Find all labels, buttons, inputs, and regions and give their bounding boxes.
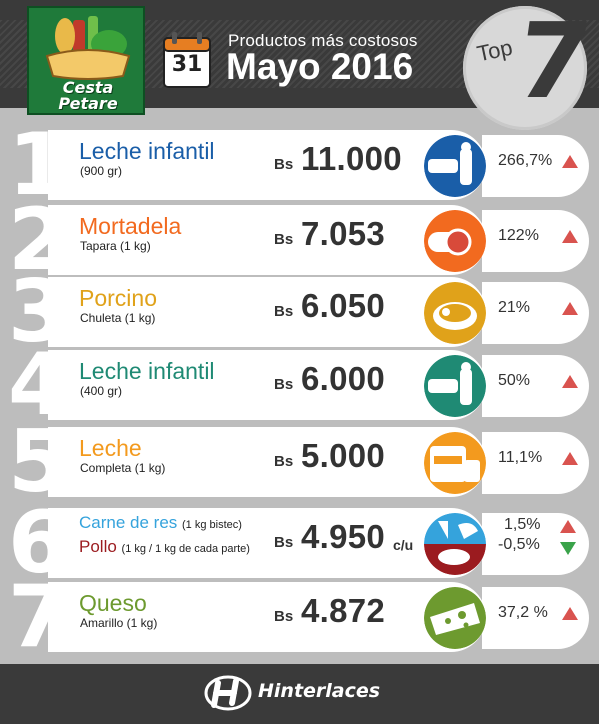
change-percent: 37,2 % xyxy=(498,604,548,621)
product-name: Mortadela xyxy=(79,213,182,239)
change-percent: 21% xyxy=(498,299,531,316)
milk-icon xyxy=(424,432,486,494)
price-value: 4.950 xyxy=(301,518,386,555)
currency-label: Bs xyxy=(274,608,294,625)
footer-brand: Hinterlaces xyxy=(258,680,381,702)
product-name: Leche infantil xyxy=(79,138,215,164)
ranking-row: 7 Queso Amarillo (1 kg) Bs 4.872 37,2 % xyxy=(0,572,599,662)
trend-up-icon xyxy=(562,302,578,315)
change-percent-secondary: -0,5% xyxy=(498,536,540,553)
change-percent: 11,1% xyxy=(498,449,543,466)
product-description: Amarillo (1 kg) xyxy=(80,616,158,630)
trend-up-icon xyxy=(560,520,576,533)
product-card xyxy=(48,427,486,497)
currency-label: Bs xyxy=(274,156,294,173)
product-name: Carne de res (1 kg bistec) xyxy=(79,513,242,532)
top7-badge: Top 7 xyxy=(463,0,598,130)
hinterlaces-logo-icon xyxy=(204,675,252,711)
ranking-row: 3 Porcino Chuleta (1 kg) Bs 6.050 21% xyxy=(0,267,599,357)
product-description: Tapara (1 kg) xyxy=(80,239,151,253)
logo-text-line2: Petare xyxy=(58,94,118,113)
top7-label: Top xyxy=(474,34,515,67)
product-description: Completa (1 kg) xyxy=(80,461,166,475)
trend-up-icon xyxy=(562,230,578,243)
trend-down-icon xyxy=(560,542,576,555)
change-percent: 50% xyxy=(498,372,531,389)
change-percent: 1,5% xyxy=(504,516,541,533)
price-unit: c/u xyxy=(393,537,414,553)
logo-text-line1: Cesta xyxy=(62,78,114,97)
baby-formula-icon xyxy=(424,135,486,197)
product-card xyxy=(48,130,486,200)
currency-label: Bs xyxy=(274,231,294,248)
ranking-row: 2 Mortadela Tapara (1 kg) Bs 7.053 122% xyxy=(0,195,599,285)
trend-up-icon xyxy=(562,607,578,620)
pork-chop-icon xyxy=(424,282,486,344)
product-card xyxy=(48,350,486,420)
header-title: Mayo 2016 xyxy=(226,46,414,87)
currency-label: Bs xyxy=(274,453,294,470)
meat-chicken-icon xyxy=(424,513,486,575)
trend-up-icon xyxy=(562,155,578,168)
currency-label: Bs xyxy=(274,534,294,551)
ranking-row: 1 Leche infantil (900 gr) Bs 11.000 266,7% xyxy=(0,120,599,210)
currency-label: Bs xyxy=(274,376,294,393)
price-value: 7.053 xyxy=(301,215,386,252)
product-name-secondary: Pollo (1 kg / 1 kg de cada parte) xyxy=(79,537,250,556)
calendar-day: 31 xyxy=(171,52,203,77)
product-description: (400 gr) xyxy=(80,384,123,398)
mortadella-icon xyxy=(424,210,486,272)
product-card xyxy=(48,205,486,275)
product-card xyxy=(48,582,486,652)
price-value: 5.000 xyxy=(301,437,386,474)
product-name: Leche xyxy=(79,435,142,461)
currency-label: Bs xyxy=(274,303,294,320)
product-note-secondary: (1 kg / 1 kg de cada parte) xyxy=(121,543,250,555)
product-note: (1 kg bistec) xyxy=(182,519,242,531)
price-value: 4.872 xyxy=(301,592,386,629)
ranking-row: 5 Leche Completa (1 kg) Bs 5.000 11,1% xyxy=(0,417,599,507)
product-name: Queso xyxy=(79,590,147,616)
basket-icon xyxy=(45,16,131,80)
product-name: Leche infantil xyxy=(79,358,215,384)
price-value: 6.050 xyxy=(301,287,386,324)
product-description: Chuleta (1 kg) xyxy=(80,311,156,325)
product-description: (900 gr) xyxy=(80,164,123,178)
trend-up-icon xyxy=(562,452,578,465)
product-card xyxy=(48,508,486,578)
header-subtitle: Productos más costosos xyxy=(228,31,418,50)
trend-up-icon xyxy=(562,375,578,388)
ranking-row: 4 Leche infantil (400 gr) Bs 6.000 50% xyxy=(0,340,599,430)
product-card xyxy=(48,277,486,347)
cesta-petare-logo: Cesta Petare xyxy=(27,6,145,115)
footer: Hinterlaces xyxy=(0,664,599,724)
baby-formula-icon xyxy=(424,355,486,417)
change-percent: 122% xyxy=(498,227,539,244)
price-value: 6.000 xyxy=(301,360,386,397)
price-value: 11.000 xyxy=(301,140,402,177)
ranking-row: 6 Carne de res (1 kg bistec) Pollo (1 kg /… xyxy=(0,498,599,588)
cheese-icon xyxy=(424,587,486,649)
change-percent: 266,7% xyxy=(498,152,553,169)
product-name: Porcino xyxy=(79,285,157,311)
calendar-icon: 31 xyxy=(163,32,211,88)
